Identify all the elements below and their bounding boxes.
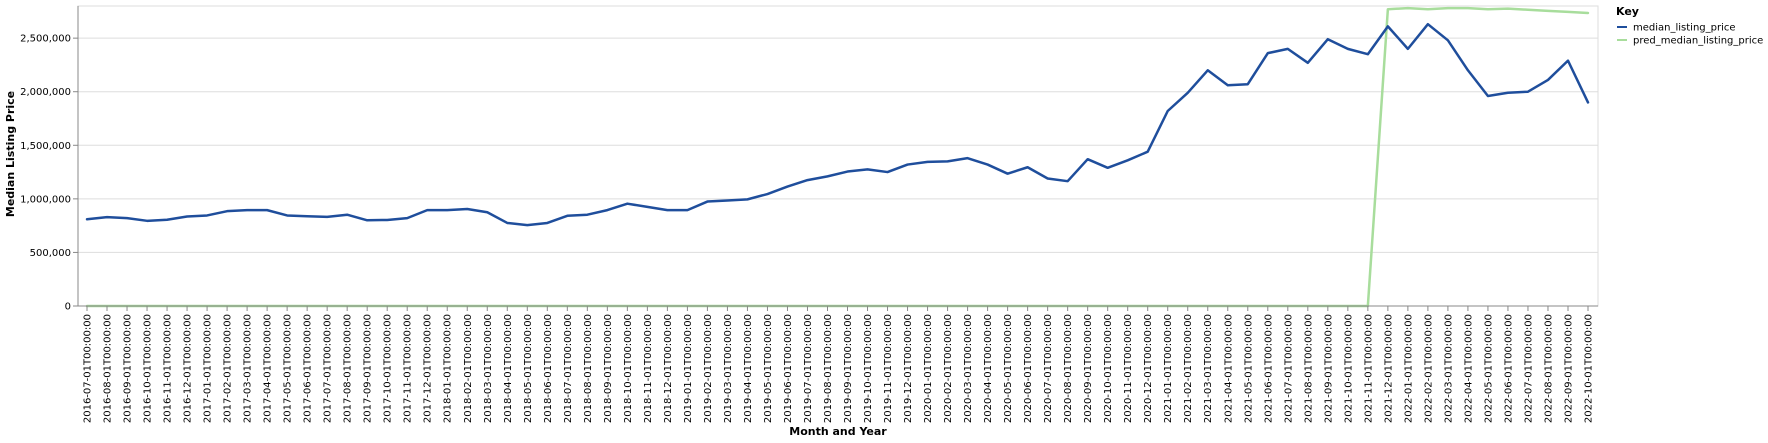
- y-tick-label: 1,500,000: [20, 141, 71, 152]
- x-tick-label: 2022-05-01T00:00:00: [1483, 314, 1494, 423]
- x-tick-label: 2020-12-01T00:00:00: [1143, 314, 1154, 423]
- x-tick-label: 2022-10-01T00:00:00: [1584, 314, 1595, 423]
- x-tick-label: 2018-12-01T00:00:00: [663, 314, 674, 423]
- x-axis-title: Month and Year: [789, 425, 887, 438]
- x-tick-label: 2021-12-01T00:00:00: [1383, 314, 1394, 423]
- x-tick-label: 2022-02-01T00:00:00: [1423, 314, 1434, 423]
- x-tick-label: 2022-06-01T00:00:00: [1503, 314, 1514, 423]
- x-tick-label: 2022-07-01T00:00:00: [1523, 314, 1534, 423]
- x-tick-label: 2019-05-01T00:00:00: [763, 314, 774, 423]
- x-axis-ticks: 2016-07-01T00:00:00 2016-08-01T00:00:00 20…: [83, 306, 1595, 423]
- x-tick-label: 2022-01-01T00:00:00: [1403, 314, 1414, 423]
- y-axis-ticks: 0 500,000 1,000,000 1,500,000 2,000,000 2,500…: [20, 34, 78, 313]
- x-tick-label: 2018-03-01T00:00:00: [483, 314, 494, 423]
- legend-label: pred_median_listing_price: [1633, 36, 1763, 47]
- x-tick-label: 2022-08-01T00:00:00: [1543, 314, 1554, 423]
- x-tick-label: 2018-10-01T00:00:00: [623, 314, 634, 423]
- series-lines: [85, 6, 1590, 308]
- x-tick-label: 2018-05-01T00:00:00: [523, 314, 534, 423]
- x-tick-label: 2019-08-01T00:00:00: [823, 314, 834, 423]
- x-tick-label: 2016-09-01T00:00:00: [123, 314, 134, 423]
- y-tick-label: 500,000: [30, 248, 71, 259]
- x-tick-label: 2021-03-01T00:00:00: [1203, 314, 1214, 423]
- x-tick-label: 2020-02-01T00:00:00: [943, 314, 954, 423]
- x-tick-label: 2020-09-01T00:00:00: [1083, 314, 1094, 423]
- x-tick-label: 2020-07-01T00:00:00: [1043, 314, 1054, 423]
- x-tick-label: 2016-11-01T00:00:00: [163, 314, 174, 423]
- x-tick-label: 2016-07-01T00:00:00: [83, 314, 94, 423]
- x-tick-label: 2021-02-01T00:00:00: [1183, 314, 1194, 423]
- x-tick-label: 2022-09-01T00:00:00: [1563, 314, 1574, 423]
- x-tick-label: 2020-01-01T00:00:00: [923, 314, 934, 423]
- x-tick-label: 2017-10-01T00:00:00: [383, 314, 394, 423]
- x-tick-label: 2019-10-01T00:00:00: [863, 314, 874, 423]
- x-tick-label: 2019-11-01T00:00:00: [883, 314, 894, 423]
- x-tick-label: 2016-08-01T00:00:00: [103, 314, 114, 423]
- x-tick-label: 2018-06-01T00:00:00: [543, 314, 554, 423]
- series-line-median-listing-price: [85, 22, 1590, 227]
- x-tick-label: 2018-09-01T00:00:00: [603, 314, 614, 423]
- x-tick-label: 2018-11-01T00:00:00: [643, 314, 654, 423]
- x-tick-label: 2017-11-01T00:00:00: [403, 314, 414, 423]
- x-tick-label: 2020-10-01T00:00:00: [1103, 314, 1114, 423]
- x-tick-label: 2020-06-01T00:00:00: [1023, 314, 1034, 423]
- x-tick-label: 2017-04-01T00:00:00: [263, 314, 274, 423]
- x-tick-label: 2019-04-01T00:00:00: [743, 314, 754, 423]
- x-tick-label: 2019-02-01T00:00:00: [703, 314, 714, 423]
- x-tick-label: 2018-01-01T00:00:00: [443, 314, 454, 423]
- x-tick-label: 2020-08-01T00:00:00: [1063, 314, 1074, 423]
- x-tick-label: 2021-10-01T00:00:00: [1343, 314, 1354, 423]
- x-tick-label: 2020-11-01T00:00:00: [1123, 314, 1134, 423]
- x-tick-label: 2017-05-01T00:00:00: [283, 314, 294, 423]
- x-tick-label: 2018-04-01T00:00:00: [503, 314, 514, 423]
- x-tick-label: 2016-12-01T00:00:00: [183, 314, 194, 423]
- legend-label: median_listing_price: [1633, 23, 1736, 34]
- x-tick-label: 2019-07-01T00:00:00: [803, 314, 814, 423]
- x-tick-label: 2020-03-01T00:00:00: [963, 314, 974, 423]
- x-tick-label: 2019-12-01T00:00:00: [903, 314, 914, 423]
- x-tick-label: 2021-06-01T00:00:00: [1263, 314, 1274, 423]
- x-tick-label: 2020-05-01T00:00:00: [1003, 314, 1014, 423]
- x-tick-label: 2017-06-01T00:00:00: [303, 314, 314, 423]
- x-tick-label: 2018-08-01T00:00:00: [583, 314, 594, 423]
- y-axis-title: Median Listing Price: [4, 91, 17, 217]
- x-tick-label: 2017-01-01T00:00:00: [203, 314, 214, 423]
- y-tick-label: 2,500,000: [20, 34, 71, 45]
- x-tick-label: 2018-02-01T00:00:00: [463, 314, 474, 423]
- x-tick-label: 2017-03-01T00:00:00: [243, 314, 254, 423]
- x-tick-label: 2021-05-01T00:00:00: [1243, 314, 1254, 423]
- x-tick-label: 2021-04-01T00:00:00: [1223, 314, 1234, 423]
- x-tick-label: 2017-08-01T00:00:00: [343, 314, 354, 423]
- x-tick-label: 2019-09-01T00:00:00: [843, 314, 854, 423]
- y-tick-label: 0: [65, 302, 71, 313]
- x-tick-label: 2016-10-01T00:00:00: [143, 314, 154, 423]
- x-tick-label: 2021-09-01T00:00:00: [1323, 314, 1334, 423]
- x-tick-label: 2017-07-01T00:00:00: [323, 314, 334, 423]
- x-tick-label: 2021-11-01T00:00:00: [1363, 314, 1374, 423]
- legend: Key median_listing_price pred_median_list…: [1616, 5, 1763, 47]
- y-tick-label: 2,000,000: [20, 87, 71, 98]
- y-tick-label: 1,000,000: [20, 194, 71, 205]
- x-tick-label: 2017-09-01T00:00:00: [363, 314, 374, 423]
- x-tick-label: 2019-01-01T00:00:00: [683, 314, 694, 423]
- x-tick-label: 2019-03-01T00:00:00: [723, 314, 734, 423]
- x-tick-label: 2021-01-01T00:00:00: [1163, 314, 1174, 423]
- x-tick-label: 2017-02-01T00:00:00: [223, 314, 234, 423]
- x-tick-label: 2021-07-01T00:00:00: [1283, 314, 1294, 423]
- x-tick-label: 2019-06-01T00:00:00: [783, 314, 794, 423]
- legend-title: Key: [1616, 5, 1639, 18]
- x-tick-label: 2020-04-01T00:00:00: [983, 314, 994, 423]
- legend-items: median_listing_price pred_median_listing_…: [1617, 23, 1763, 47]
- x-tick-label: 2022-04-01T00:00:00: [1463, 314, 1474, 423]
- x-tick-label: 2018-07-01T00:00:00: [563, 314, 574, 423]
- axes: [77, 6, 1598, 307]
- x-tick-label: 2022-03-01T00:00:00: [1443, 314, 1454, 423]
- x-tick-label: 2021-08-01T00:00:00: [1303, 314, 1314, 423]
- x-tick-label: 2017-12-01T00:00:00: [423, 314, 434, 423]
